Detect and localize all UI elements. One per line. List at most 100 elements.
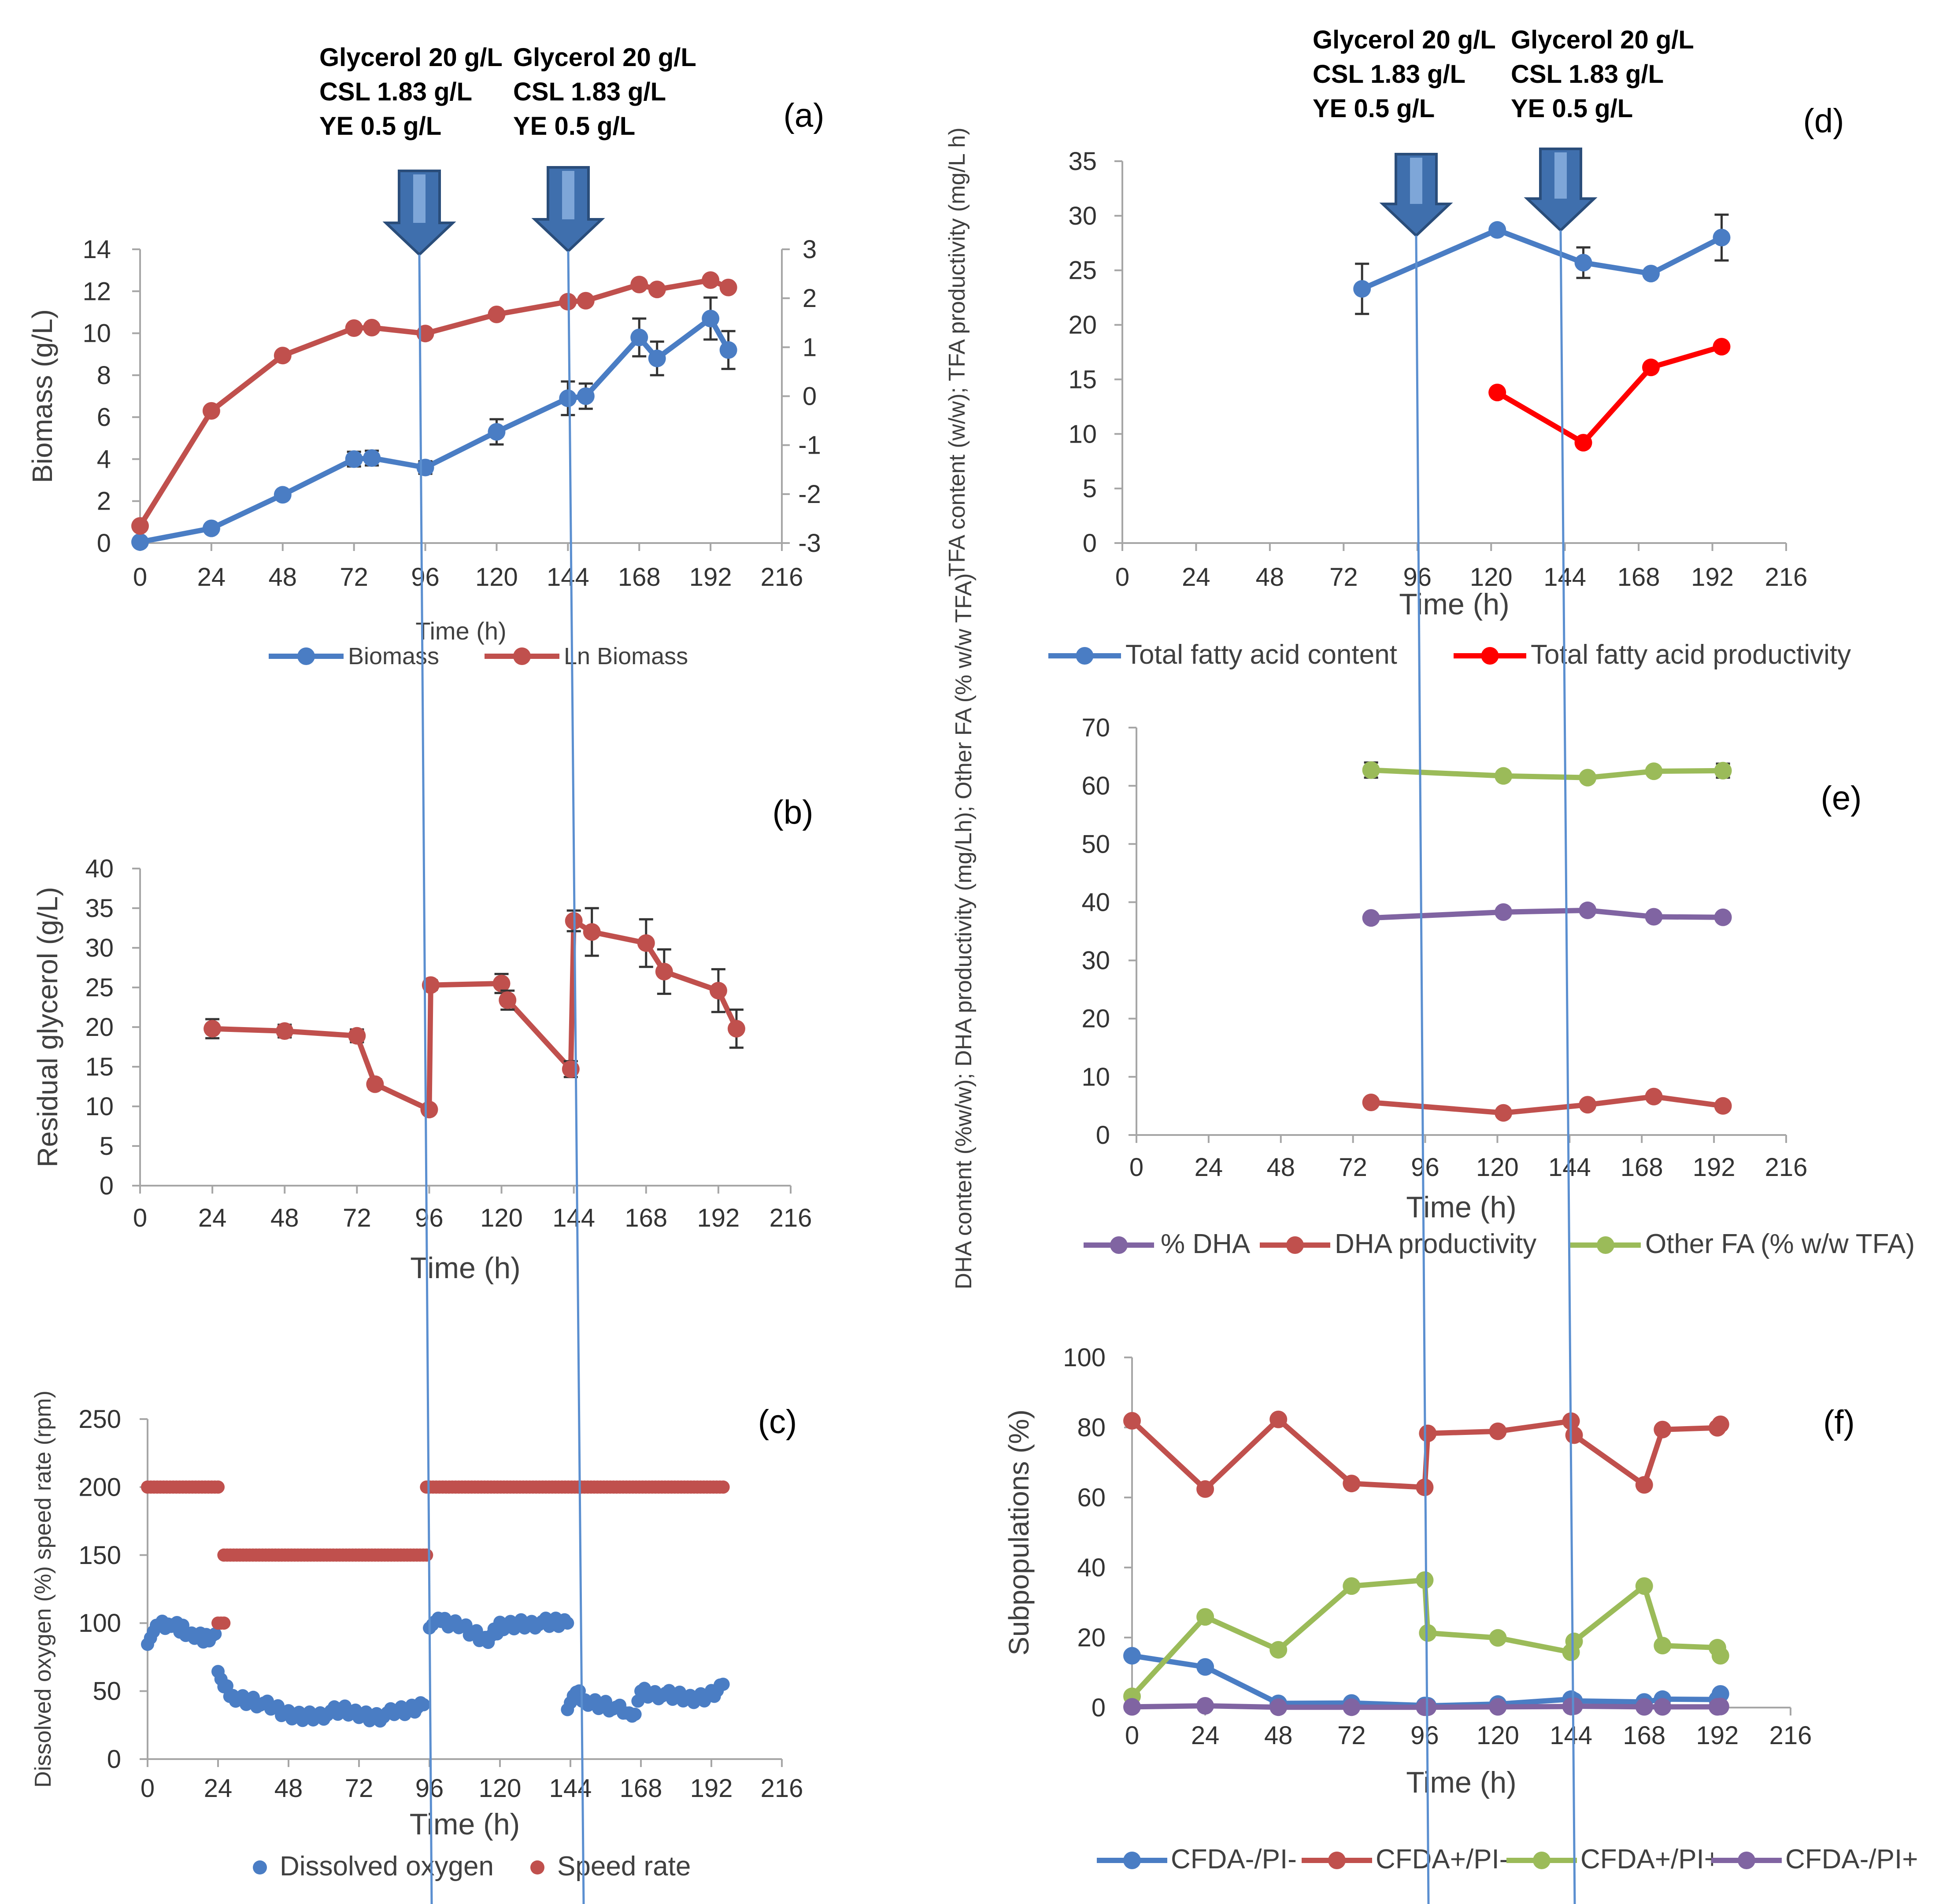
x-tick-label: 120	[475, 563, 518, 592]
legend-marker	[1286, 1236, 1304, 1254]
series-dha-productivity	[1362, 1087, 1732, 1122]
y-tick-label: 250	[78, 1405, 121, 1434]
chart-panel-f: 0 20 40 60 80 100 0 24 48 72 96 120 144 168 192 216 Time…	[1003, 1343, 1918, 1874]
data-point	[217, 1616, 231, 1630]
legend-item: Dissolved oxygen	[253, 1851, 494, 1882]
series-ln-biomass	[131, 271, 737, 535]
x-tick-label: 48	[269, 563, 297, 592]
data-point	[637, 934, 655, 952]
x-tick-label: 216	[1769, 1721, 1812, 1750]
data-point	[1343, 1475, 1361, 1493]
feed-arrow-icon-highlight	[413, 174, 426, 223]
y2-tick-label: -3	[798, 529, 821, 558]
feed-annotation-line: CSL 1.83 g/L	[1511, 60, 1664, 89]
data-point	[1489, 1629, 1507, 1647]
data-point	[702, 271, 720, 289]
data-point	[1196, 1608, 1214, 1626]
series-cfda-pi-	[1123, 1697, 1729, 1716]
data-point	[1488, 221, 1506, 239]
feed-annotation-line: Glycerol 20 g/L	[1511, 26, 1694, 54]
x-tick-label: 48	[1264, 1721, 1293, 1750]
data-point	[1362, 1094, 1380, 1111]
x-tick-label: 0	[1129, 1153, 1143, 1182]
feed-annotation-1: Glycerol 20 g/L CSL 1.83 g/L YE 0.5 g/L	[319, 43, 503, 140]
data-point	[1654, 1420, 1672, 1438]
x-tick-label: 168	[1623, 1721, 1665, 1750]
legend-label: Total fatty acid content	[1125, 640, 1397, 670]
data-point	[204, 1020, 222, 1038]
y-tick-label: 4	[97, 445, 111, 473]
data-point	[561, 1616, 574, 1630]
data-point	[1495, 903, 1513, 921]
x-tick-label: 168	[620, 1774, 662, 1803]
x-axis-title: Time (h)	[410, 1251, 521, 1285]
data-point	[345, 319, 363, 337]
y-tick-label: 10	[1068, 420, 1097, 448]
y2-tick-label: 0	[803, 382, 817, 411]
data-point	[1269, 1698, 1288, 1716]
y-tick-label: 0	[97, 529, 111, 558]
y-tick-label: 60	[1081, 772, 1110, 800]
feed-annotation-line: Glycerol 20 g/L	[513, 43, 696, 72]
y-tick-label: 20	[1077, 1623, 1106, 1652]
x-tick-label: 24	[198, 1204, 227, 1232]
data-point	[1711, 1697, 1729, 1715]
series-other-fa-w-w-tfa-	[1362, 761, 1732, 787]
data-point	[727, 1020, 745, 1038]
data-point	[1495, 767, 1513, 785]
data-point	[1495, 1104, 1513, 1122]
data-point	[1196, 1658, 1214, 1676]
y-tick-label: 200	[78, 1473, 121, 1501]
data-point	[417, 1698, 430, 1712]
y-tick-label: 100	[1063, 1343, 1106, 1372]
y-tick-label: 20	[1068, 311, 1097, 340]
data-point	[719, 341, 737, 359]
feed-event-line-4	[1559, 230, 1576, 1904]
data-point	[422, 976, 440, 994]
data-point	[1654, 1637, 1672, 1655]
x-tick-label: 72	[340, 563, 368, 592]
y-axis-title: Subpopulations (%)	[1003, 1409, 1035, 1656]
data-point	[348, 1027, 366, 1045]
y-tick-label: 10	[82, 319, 111, 348]
x-axis-title: Time (h)	[410, 1808, 520, 1841]
data-point	[1635, 1577, 1653, 1595]
data-point	[702, 310, 720, 328]
legend-label: CFDA+/PI+	[1580, 1844, 1720, 1874]
x-tick-label: 192	[1696, 1721, 1739, 1750]
x-axis-title: Time (h)	[1406, 1766, 1517, 1799]
x-tick-label: 72	[1337, 1721, 1366, 1750]
data-point	[274, 347, 292, 365]
y-tick-label: 5	[1083, 474, 1097, 503]
x-tick-label: 168	[1617, 563, 1660, 592]
feed-annotation-line: CSL 1.83 g/L	[1313, 60, 1465, 89]
series-total-fatty-acid-productivity	[1488, 338, 1731, 452]
data-point	[1574, 254, 1592, 272]
x-tick-label: 48	[1256, 563, 1284, 592]
y-tick-label: 40	[85, 854, 114, 883]
legend-label: Ln Biomass	[564, 643, 688, 669]
x-tick-label: 192	[1693, 1153, 1735, 1182]
data-point	[131, 533, 149, 551]
data-point	[420, 1548, 433, 1562]
chart-panel-e: 010203040506070024487296120144168192216T…	[951, 573, 1915, 1290]
x-tick-label: 96	[1403, 563, 1432, 592]
x-tick-label: 216	[1765, 1153, 1808, 1182]
series-line	[137, 277, 729, 528]
x-tick-label: 216	[770, 1204, 812, 1232]
data-point	[1714, 1097, 1732, 1115]
legend-label: CFDA+/PI-	[1376, 1844, 1508, 1874]
x-tick-label: 96	[415, 1774, 444, 1803]
x-tick-label: 144	[1550, 1721, 1592, 1750]
feed-annotation-line: YE 0.5 g/L	[1313, 94, 1435, 123]
y-tick-label: 2	[97, 487, 111, 516]
legend-marker	[1110, 1236, 1128, 1254]
y-tick-label: 50	[93, 1677, 121, 1706]
data-point	[630, 329, 648, 347]
x-tick-label: 168	[1621, 1153, 1663, 1182]
x-tick-label: 120	[480, 1204, 523, 1232]
data-point	[488, 305, 506, 323]
y-axis-title: Dissolved oxygen (%) speed rate (rpm)	[30, 1390, 56, 1788]
series-dissolved-oxygen	[141, 1612, 730, 1728]
